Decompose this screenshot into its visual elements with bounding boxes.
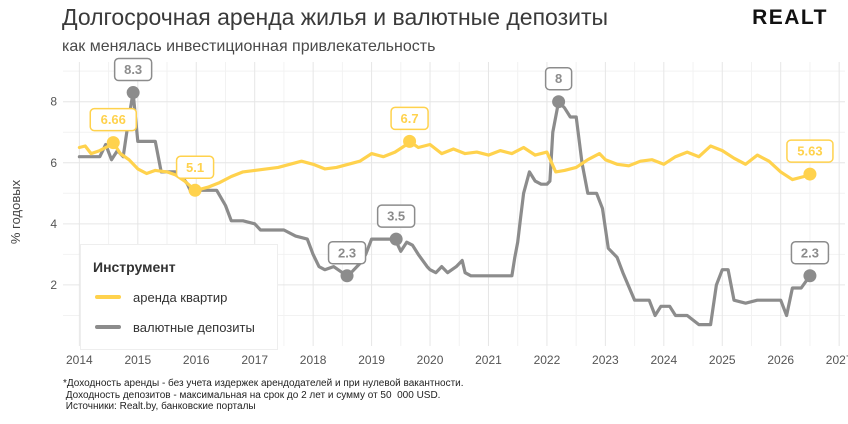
footnote-line: *Доходность аренды - без учета издержек …	[63, 378, 464, 389]
data-label-text: 8.3	[124, 62, 142, 77]
data-label-box	[89, 107, 138, 132]
data-point	[803, 269, 817, 283]
legend-item-deposits: валютные депозиты	[95, 319, 255, 335]
data-label-box	[175, 155, 215, 180]
data-label: 2.3	[790, 241, 830, 265]
data-point	[126, 86, 140, 100]
data-label-text: 8	[555, 71, 562, 86]
data-point	[106, 136, 120, 150]
brand-logo: REALT	[752, 6, 828, 29]
y-tick-label: 6	[50, 156, 57, 170]
legend-label-deposits: валютные депозиты	[133, 319, 255, 335]
data-label: 5.63	[786, 139, 834, 163]
data-label-text: 5.63	[797, 144, 822, 159]
data-label-text: 3.5	[387, 209, 405, 224]
chart-subtitle: как менялась инвестиционная привлекатель…	[62, 38, 436, 55]
data-label-box	[113, 57, 153, 82]
x-tick-label: 2017	[241, 353, 268, 367]
data-label-text: 5.1	[186, 160, 204, 175]
footnote-line: Источники: Realt.by, банковские порталы	[63, 401, 256, 412]
data-points	[106, 86, 817, 283]
data-point	[803, 167, 817, 181]
y-tick-label: 2	[50, 278, 57, 292]
data-label-text: 6.66	[101, 112, 126, 127]
data-point	[389, 232, 403, 246]
data-point	[340, 269, 354, 283]
x-tick-label: 2023	[592, 353, 619, 367]
tick-labels: 2 4 6 8 2014 2015 2016 2017 2018 2019 2020 2021 2022…	[50, 95, 848, 367]
x-tick-label: 2018	[300, 353, 327, 367]
x-tick-label: 2021	[475, 353, 502, 367]
data-label-box	[790, 241, 830, 265]
x-tick-label: 2020	[417, 353, 444, 367]
y-tick-label: 8	[50, 95, 57, 109]
data-labels: 6.66 5.1 6.7 5.63 8.3 2.3 3.5 8 2.3	[89, 57, 834, 265]
data-label-text: 2.3	[338, 245, 356, 260]
data-label-box	[390, 106, 429, 131]
x-tick-label: 2025	[709, 353, 736, 367]
data-label: 6.7	[390, 106, 429, 131]
legend-item-rent: аренда квартир	[95, 289, 227, 305]
y-tick-label: 4	[50, 217, 57, 231]
legend-label-rent: аренда квартир	[133, 289, 228, 305]
legend-swatch-rent	[95, 295, 121, 299]
data-point	[552, 95, 566, 109]
series-line	[77, 139, 812, 192]
data-point	[188, 183, 202, 197]
data-label-text: 6.7	[401, 111, 419, 126]
data-label-box	[544, 66, 573, 91]
data-label: 8	[544, 66, 573, 91]
data-label: 3.5	[376, 204, 416, 228]
y-axis-label: % годовых	[8, 179, 23, 244]
data-label-box	[327, 241, 367, 265]
legend: Инструмент аренда квартир валютные депоз…	[80, 244, 278, 350]
data-label-text: 2.3	[801, 245, 819, 260]
x-tick-label: 2019	[358, 353, 385, 367]
legend-swatch-deposits	[95, 325, 121, 329]
data-label-box	[786, 139, 834, 163]
data-label-box	[376, 204, 416, 228]
x-tick-label: 2024	[650, 353, 677, 367]
x-tick-label: 2015	[124, 353, 151, 367]
footnote-line: Доходность депозитов - максимальная на с…	[63, 389, 441, 401]
chart-title: Долгосрочная аренда жилья и валютные деп…	[62, 4, 609, 30]
footnote: *Доходность аренды - без учета издержек …	[63, 378, 464, 413]
data-point	[403, 134, 417, 148]
legend-title: Инструмент	[93, 259, 176, 275]
data-label: 6.66	[89, 107, 138, 132]
data-label: 5.1	[175, 155, 215, 180]
x-tick-label: 2016	[183, 353, 210, 367]
x-tick-label: 2027	[826, 353, 848, 367]
x-tick-label: 2022	[534, 353, 561, 367]
data-label: 2.3	[327, 241, 367, 265]
x-tick-label: 2026	[767, 353, 794, 367]
data-label: 8.3	[113, 57, 153, 82]
x-tick-label: 2014	[66, 353, 93, 367]
